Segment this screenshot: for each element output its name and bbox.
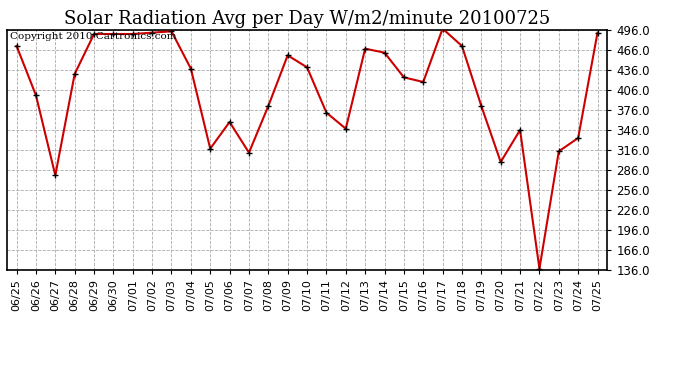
Title: Solar Radiation Avg per Day W/m2/minute 20100725: Solar Radiation Avg per Day W/m2/minute …: [64, 10, 550, 28]
Text: Copyright 2010 Cartronics.com: Copyright 2010 Cartronics.com: [10, 32, 177, 41]
